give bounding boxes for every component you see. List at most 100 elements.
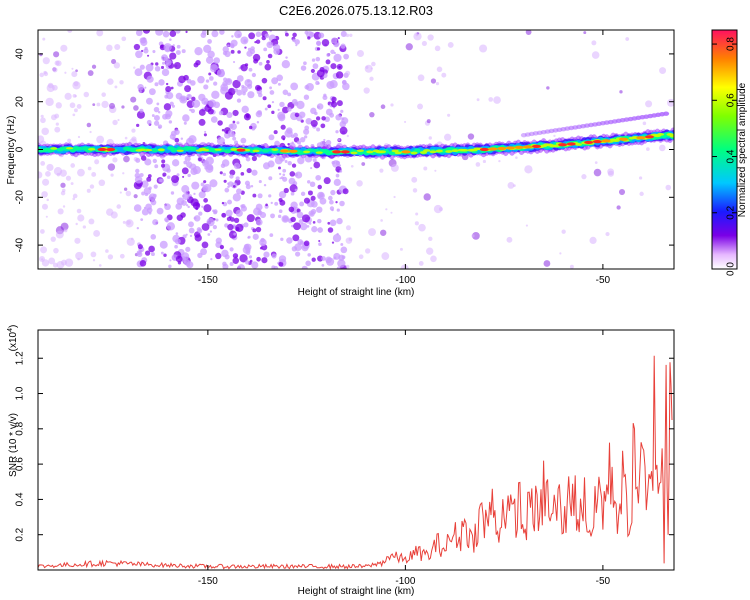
spectrogram-speckle [339, 126, 348, 135]
spectrogram-ridge-cell [271, 148, 279, 151]
spectrogram-speckle [113, 62, 121, 69]
spectrogram-speckle [146, 75, 154, 83]
spectrogram-speckle [92, 103, 96, 107]
spectrogram-speckle [142, 30, 151, 34]
spectrogram-speckle [227, 44, 230, 47]
spectrogram-speckle [255, 218, 263, 226]
spectrogram-speckle [139, 172, 144, 178]
spectrogram-speckle [163, 103, 172, 111]
spectrogram-speckle [41, 127, 49, 136]
spectrogram-speckle [340, 246, 348, 254]
spectrogram-speckle [154, 82, 159, 87]
spectrogram-hotspot [558, 143, 568, 147]
spectrogram-speckle [190, 80, 196, 86]
spectrogram-ridge-cell [176, 146, 184, 151]
spectrogram-speckle [191, 99, 201, 108]
spectrogram-speckle [223, 179, 227, 183]
spectrogram-speckle [201, 241, 209, 249]
spectrogram-speckle [472, 231, 480, 240]
spectrogram-speckle [291, 224, 294, 228]
spectrogram-speckle [119, 191, 122, 194]
spectrogram-speckle [55, 122, 59, 126]
spectrogram-speckle [525, 30, 532, 35]
spectrogram-speckle [312, 63, 319, 70]
spectrogram-speckle [316, 69, 325, 78]
spectrogram-speckle [209, 230, 213, 233]
spectrogram-speckle [188, 227, 195, 234]
spectrogram-speckle [152, 158, 157, 164]
spectrogram-speckle [122, 172, 125, 175]
spectrogram-speckle [40, 229, 45, 234]
spectrogram-hotspot [401, 150, 411, 154]
snr-y-tick-label: 0.4 [15, 492, 26, 506]
spectrogram-speckle [41, 203, 48, 210]
spectrogram-speckle [166, 222, 176, 231]
spectrogram-speckle [235, 176, 240, 181]
spectrogram-speckle [248, 32, 256, 40]
spectrogram-speckle [228, 87, 236, 96]
spectrogram-speckle [322, 95, 328, 101]
spectrogram-speckle [101, 92, 106, 97]
spectrogram-speckle [71, 71, 78, 78]
spectrogram-speckle [212, 224, 217, 230]
spectrogram-speckle [339, 169, 343, 173]
spectrogram-speckle [112, 157, 118, 163]
spectrogram-speckle [52, 67, 58, 73]
spectrogram-speckle [444, 133, 452, 141]
spectrogram-hotspot [288, 149, 298, 153]
spectrogram-speckle [667, 98, 674, 107]
spectrogram-speckle [515, 156, 518, 159]
spectrogram-speckle [323, 138, 326, 142]
spectrogram-speckle [371, 61, 376, 67]
snr-panel: -150 -100 -50 0.2 0.4 0.6 0.8 1.0 1.2 Height of … [7, 325, 675, 597]
spectrogram-speckle [150, 199, 157, 206]
spectrogram-ridge-cell [423, 149, 431, 152]
spectrogram-speckle [92, 259, 96, 262]
spectrogram-speckle [148, 245, 155, 253]
spectrogram-speckle [244, 260, 250, 265]
spectrogram-speckle [321, 116, 326, 121]
spectrogram-ridge-cell [189, 146, 197, 151]
spectrogram-y-tick-label: 40 [15, 48, 26, 60]
spectrogram-speckle [284, 129, 293, 138]
spectrogram-speckle [337, 259, 346, 268]
spectrogram-speckle [258, 180, 262, 184]
spectrogram-speckle [131, 128, 136, 133]
spectrogram-speckle [220, 86, 229, 95]
spectrogram-speckle [423, 166, 428, 171]
spectrogram-speckle [91, 172, 97, 177]
spectrogram-speckle [204, 130, 207, 133]
spectrogram-speckle [299, 222, 308, 231]
spectrogram-speckle [263, 47, 268, 52]
spectrogram-speckle [300, 136, 306, 143]
spectrogram-speckle [221, 249, 229, 258]
spectrogram-speckle [176, 44, 181, 49]
spectrogram-ridge-cell [230, 148, 238, 151]
spectrogram-speckle [291, 163, 297, 168]
spectrogram-hotspot [488, 147, 498, 151]
spectrogram-speckle [326, 53, 330, 57]
spectrogram-speckle [41, 191, 48, 198]
spectrogram-speckle [147, 54, 150, 57]
spectrogram-speckle [493, 96, 501, 104]
spectrogram-speckle [133, 105, 139, 111]
spectrogram-speckle [321, 38, 330, 47]
spectrogram-speckle [385, 208, 388, 211]
spectrogram-speckle [175, 30, 181, 34]
spectrogram-speckle [154, 65, 161, 72]
spectrogram-speckle [290, 191, 295, 196]
spectrogram-speckle [400, 264, 409, 269]
spectrogram-speckle [255, 226, 262, 233]
spectrogram-hotspot [532, 144, 542, 148]
spectrogram-speckle [209, 64, 219, 73]
spectrogram-speckle [332, 233, 342, 243]
spectrogram-speckle [181, 252, 190, 261]
spectrogram-speckle [616, 205, 621, 210]
spectrogram-x-tick-label: -150 [198, 275, 218, 286]
spectrogram-x-tick-label: -50 [596, 275, 611, 286]
spectrogram-speckle [201, 185, 209, 192]
spectrogram-speckle [233, 217, 240, 223]
spectrogram-speckle [106, 44, 113, 52]
spectrogram-speckle [665, 184, 672, 191]
spectrogram-speckle [311, 226, 318, 233]
